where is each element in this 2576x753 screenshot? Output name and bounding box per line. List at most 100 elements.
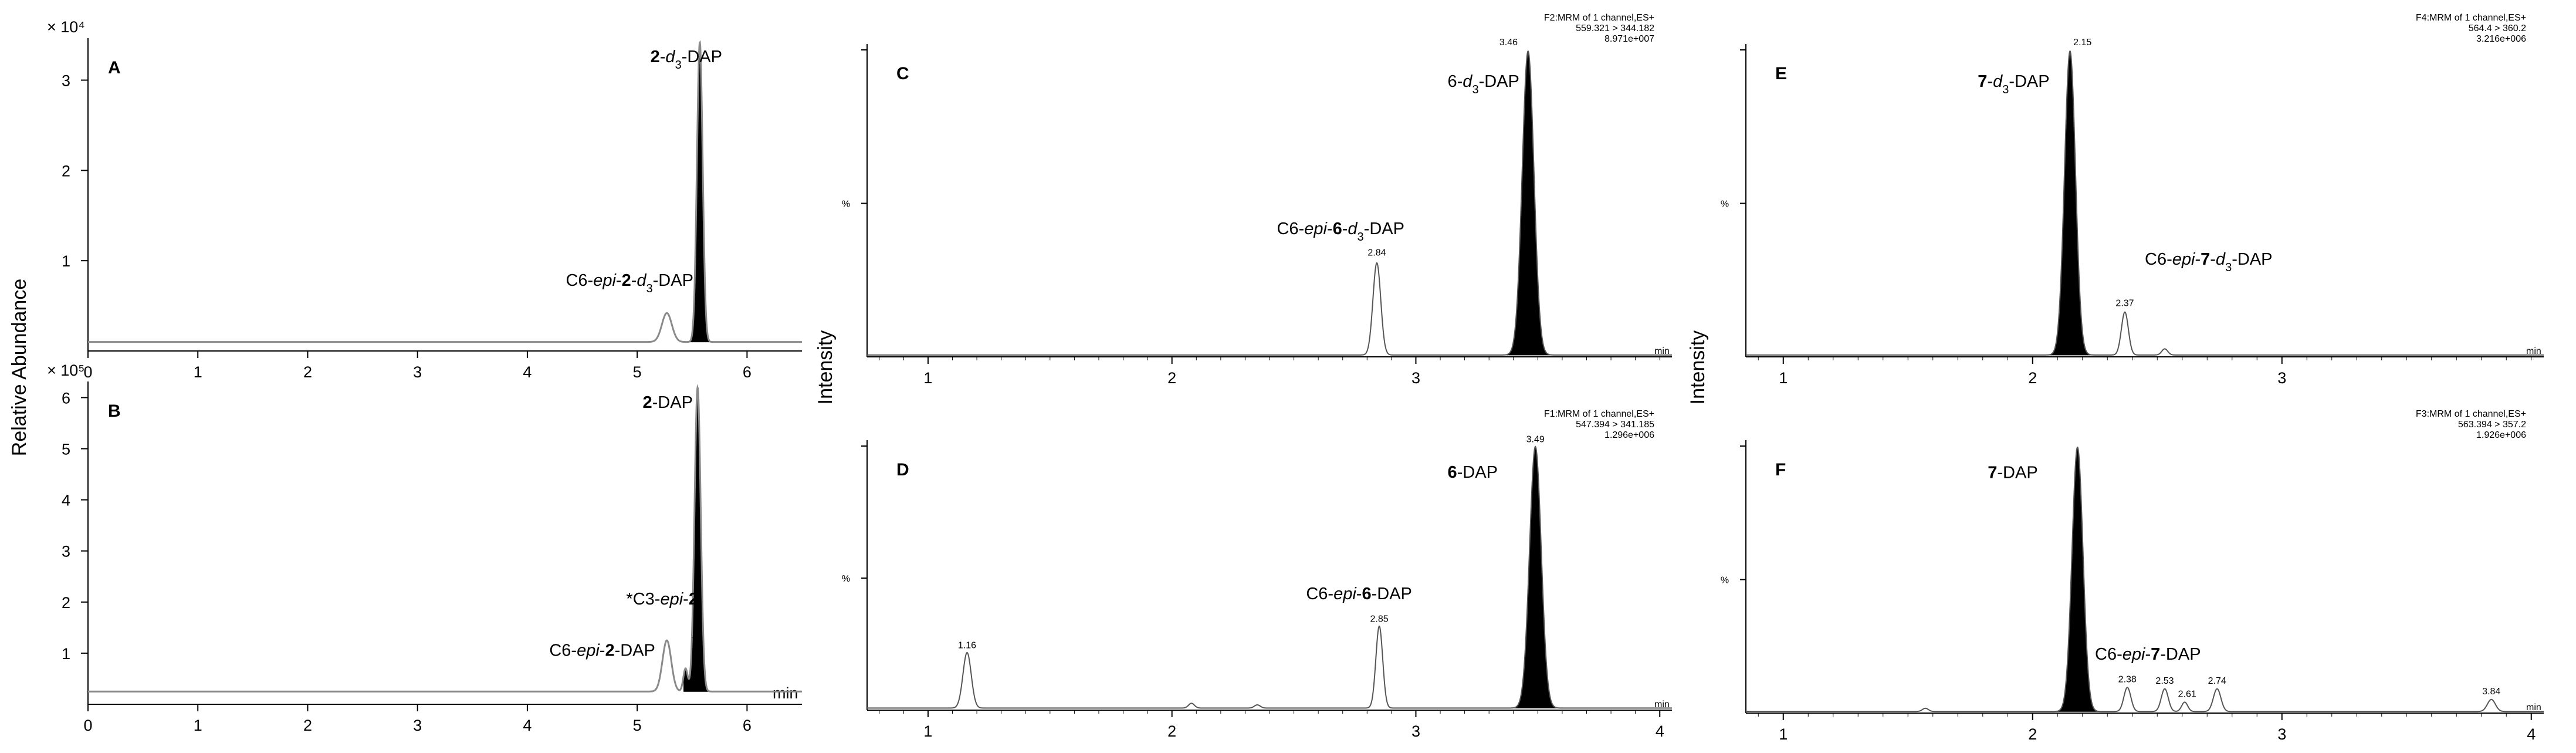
annotation-part: C6-: [2145, 250, 2172, 269]
x-tick-label: 3: [413, 717, 422, 734]
x-tick-label: 4: [523, 717, 532, 734]
retention-time-label: 2.74: [2208, 676, 2226, 686]
annotation-part: 3: [1472, 83, 1478, 96]
annotation-part: -DAP: [615, 641, 655, 660]
chromatogram-trace: [867, 50, 1672, 356]
x-unit-label: min: [773, 684, 798, 702]
chromatogram-trace: [867, 445, 1672, 709]
annotation-part: 7: [2151, 645, 2160, 664]
y-tick-label: 2: [62, 594, 70, 612]
x-tick-label: 2: [2028, 369, 2037, 387]
x-tick-label: 6: [743, 717, 752, 734]
panel-label-c: C: [896, 64, 909, 83]
filled-peak-5.57: [686, 41, 713, 343]
retention-time-label: 3.46: [1499, 38, 1518, 48]
annotation-part: d: [2216, 250, 2226, 269]
annotation-part: -: [600, 641, 605, 660]
annotation-part: epi: [660, 590, 683, 609]
x-tick-label: 2: [1167, 722, 1176, 740]
annotation-part: C6-: [549, 641, 577, 660]
x-tick-label: 2: [2028, 725, 2037, 743]
annotation-part: -DAP: [1479, 72, 1519, 91]
annotation-part: -: [2145, 645, 2151, 664]
annotation-part: -: [1327, 220, 1333, 238]
y-tick-label: %: [1721, 200, 1729, 210]
y-tick-label: 6: [62, 389, 70, 407]
x-tick-label: 2: [303, 717, 312, 734]
y-tick-label: 3: [62, 543, 70, 560]
y-tick-label: 1: [62, 645, 70, 663]
y-tick-label: 3: [62, 72, 70, 90]
panel-d-chart: D 1 2 3 4% min F1:MRM of 1 channel,ES+547.394 …: [842, 409, 1672, 740]
annotation-part: -: [660, 48, 666, 66]
channel-info-line: F4:MRM of 1 channel,ES+: [2416, 13, 2526, 23]
annotation-part: 6: [1362, 585, 1371, 603]
annotation-part: -DAP: [2009, 72, 2049, 91]
panel-e-chart: E 1 2 3% min F4:MRM of 1 channel,ES+564.4 > 3…: [1721, 13, 2544, 387]
compound-annotation: *C3-epi-2: [626, 590, 698, 609]
y-tick-label: %: [842, 200, 850, 210]
annotation-part: -: [616, 271, 622, 290]
panel-label-e: E: [1775, 64, 1787, 83]
annotation-part: C6-: [1277, 220, 1304, 238]
annotation-part: epi: [2172, 250, 2196, 269]
channel-info-line: F1:MRM of 1 channel,ES+: [1544, 409, 1654, 419]
annotation-part: 6: [1448, 463, 1457, 482]
x-tick-label: 1: [1779, 369, 1788, 387]
annotation-part: -DAP: [2232, 250, 2272, 269]
x-unit-label: min: [2526, 703, 2541, 713]
annotation-part: 3: [1358, 231, 1364, 244]
annotation-part: epi: [593, 271, 617, 290]
x-unit-label: min: [2526, 346, 2541, 356]
compound-annotation: 7-d3-DAP: [1978, 72, 2049, 96]
annotation-part: 7: [1988, 464, 1997, 482]
x-tick-label: 3: [413, 363, 422, 381]
x-tick-label: 3: [1411, 722, 1420, 740]
retention-time-label: 1.16: [958, 640, 976, 650]
annotation-part: d: [665, 48, 675, 66]
annotation-part: 6-: [1448, 72, 1463, 91]
axes: 1 2 3% min: [842, 44, 1672, 387]
y-tick-label: 2: [62, 162, 70, 180]
annotation-part: 3: [675, 59, 682, 72]
axes: 0 1 2 3 4 5 6 1 2 3 × 10⁴: [47, 18, 802, 381]
annotation-part: -: [683, 590, 689, 609]
annotation-part: d: [1993, 72, 2003, 91]
compound-annotation: C6-epi-6-DAP: [1306, 585, 1412, 603]
compound-annotation: 7-DAP: [1988, 464, 2037, 482]
retention-time-label: 2.53: [2155, 676, 2174, 686]
x-tick-label: 1: [923, 722, 932, 740]
y-tick-label: 4: [62, 492, 70, 509]
annotation-part: -: [1356, 585, 1362, 603]
annotation-part: -DAP: [1997, 464, 2037, 482]
filled-peak-2.18: [2052, 447, 2103, 712]
channel-info-line: 563.394 > 357.2: [2458, 420, 2526, 430]
x-tick-label: 1: [194, 717, 202, 734]
channel-info-line: F3:MRM of 1 channel,ES+: [2416, 409, 2526, 419]
retention-time-label: 2.37: [2115, 299, 2134, 309]
annotation-part: -: [2195, 250, 2201, 269]
axes: 1 2 3 4% min: [1721, 440, 2544, 743]
y-tick-label: %: [1721, 576, 1729, 586]
annotation-part: 2: [622, 271, 631, 290]
annotation-part: epi: [2123, 645, 2146, 664]
compound-annotation: 2-DAP: [643, 393, 693, 412]
channel-info-line: 3.216e+006: [2476, 34, 2526, 44]
annotation-part: -: [631, 271, 637, 290]
annotation-part: *: [692, 632, 699, 651]
x-tick-label: 3: [1411, 369, 1420, 387]
retention-time-label: 2.85: [1370, 614, 1389, 624]
annotation-part: d: [637, 271, 646, 290]
annotation-part: -DAP: [652, 393, 693, 412]
x-tick-label: 3: [2277, 369, 2286, 387]
filled-peak-3.49: [1508, 446, 1562, 708]
panel-label-b: B: [108, 401, 121, 421]
annotation-part: epi: [1304, 220, 1328, 238]
x-tick-label: 2: [303, 363, 312, 381]
retention-time-label: 2.15: [2073, 38, 2091, 48]
panel-label-d: D: [896, 460, 909, 480]
chromatogram-trace: [88, 40, 802, 343]
y-tick-label: %: [842, 574, 850, 584]
